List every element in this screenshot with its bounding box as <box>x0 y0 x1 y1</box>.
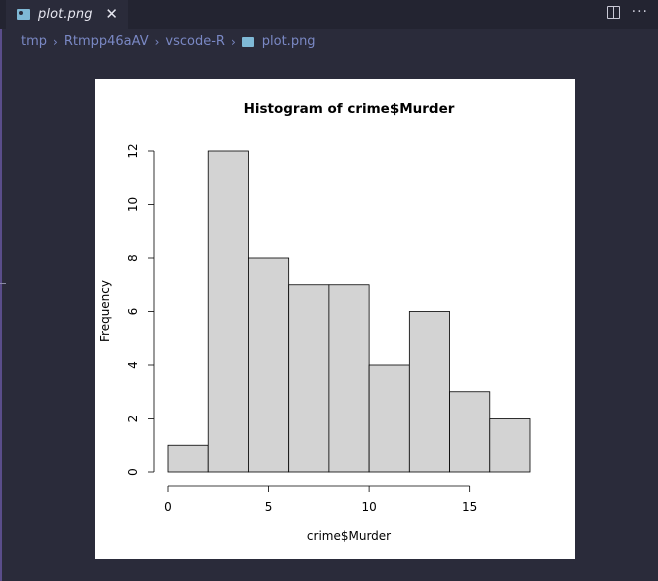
x-tick-label: 10 <box>361 500 376 514</box>
x-tick-label: 15 <box>462 500 477 514</box>
breadcrumb-rtmp[interactable]: Rtmpp46aAV <box>63 34 149 49</box>
chart-title: Histogram of crime$Murder <box>244 101 455 117</box>
y-tick-label: 6 <box>126 308 140 316</box>
chevron-right-icon: › <box>230 34 236 49</box>
activity-edge <box>0 29 2 581</box>
more-actions-icon[interactable]: ··· <box>631 4 648 20</box>
y-tick-label: 0 <box>126 468 140 476</box>
y-tick-label: 2 <box>126 415 140 423</box>
histogram-chart: 0 5 10 15 0 2 4 6 8 10 12 Histogram of crime$Murder… <box>98 101 531 543</box>
x-axis-label: crime$Murder <box>307 529 391 543</box>
breadcrumb-plot-png[interactable]: plot.png <box>261 34 316 49</box>
plot-image: 0 5 10 15 0 2 4 6 8 10 12 Histogram of crime$Murder… <box>95 79 575 559</box>
image-file-icon <box>17 9 30 20</box>
x-tick-label: 5 <box>265 500 273 514</box>
histogram-bar <box>288 284 330 473</box>
histogram-bar <box>167 444 209 473</box>
histogram-bar <box>248 257 290 473</box>
editor-actions: ··· <box>606 4 648 20</box>
histogram-bar <box>449 391 491 473</box>
x-tick-label: 0 <box>164 500 172 514</box>
y-tick-label: 8 <box>126 254 140 262</box>
y-tick-label: 10 <box>126 197 140 212</box>
breadcrumb: tmp › Rtmpp46aAV › vscode-R › plot.png <box>21 34 316 49</box>
y-axis-label: Frequency <box>98 280 112 342</box>
tab-plot-png[interactable]: plot.png ✕ <box>6 0 128 29</box>
split-editor-icon[interactable] <box>606 5 620 19</box>
histogram-bar <box>408 311 450 473</box>
y-tick-label: 4 <box>126 361 140 369</box>
breadcrumb-vscode-r[interactable]: vscode-R <box>165 34 225 49</box>
close-icon[interactable]: ✕ <box>105 5 118 23</box>
histogram-bar <box>207 150 249 473</box>
breadcrumb-tmp[interactable]: tmp <box>21 34 48 49</box>
y-tick-label: 12 <box>126 143 140 158</box>
sash-marker <box>0 283 6 284</box>
image-file-icon <box>241 36 254 47</box>
chevron-right-icon: › <box>53 34 58 49</box>
tab-label: plot.png <box>38 7 93 22</box>
histogram-bar <box>489 418 531 473</box>
tab-bar: plot.png ✕ ··· <box>0 0 658 29</box>
histogram-bar <box>328 284 370 473</box>
histogram-bar <box>368 364 410 473</box>
chevron-right-icon: › <box>154 34 160 49</box>
